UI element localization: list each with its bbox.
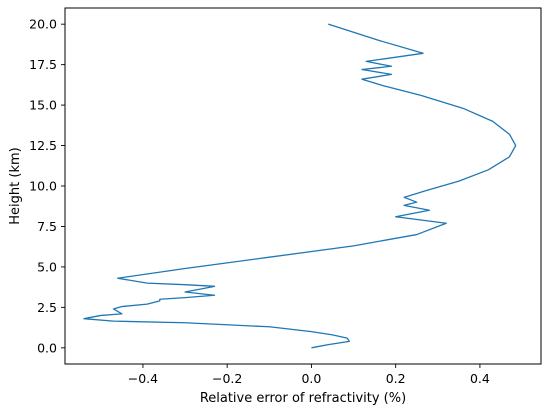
y-axis-label: Height (km) bbox=[8, 147, 23, 224]
x-tick-label: 0.2 bbox=[386, 371, 406, 386]
y-tick-label: 7.5 bbox=[37, 219, 57, 234]
y-tick-label: 17.5 bbox=[29, 57, 57, 72]
plot-frame bbox=[64, 7, 542, 365]
x-tick-label: 0.4 bbox=[470, 371, 490, 386]
y-tick-label: 12.5 bbox=[29, 138, 57, 153]
plot-area bbox=[83, 23, 517, 349]
y-tick-label: 10.0 bbox=[29, 179, 57, 194]
y-tick-label: 2.5 bbox=[37, 300, 57, 315]
y-tick-label: 5.0 bbox=[37, 259, 57, 274]
x-tick-label: 0.0 bbox=[301, 371, 321, 386]
x-axis: −0.4 −0.2 0.0 0.2 0.4 bbox=[128, 364, 490, 386]
x-tick-label: −0.4 bbox=[128, 371, 158, 386]
x-axis-label: Relative error of refractivity (%) bbox=[200, 391, 406, 406]
y-tick-label: 0.0 bbox=[37, 340, 57, 355]
y-axis: 0.0 2.5 5.0 7.5 10.0 12.5 15.0 17.5 20.0 bbox=[29, 17, 65, 355]
y-tick-label: 20.0 bbox=[29, 17, 57, 32]
series-line bbox=[83, 23, 517, 349]
y-tick-label: 15.0 bbox=[29, 98, 57, 113]
x-tick-label: −0.2 bbox=[212, 371, 242, 386]
